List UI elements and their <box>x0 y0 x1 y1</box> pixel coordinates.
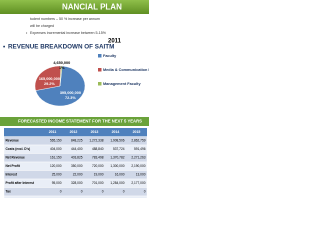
table-cell: 488,840 <box>92 147 104 151</box>
table-row <box>3 187 148 197</box>
table-cell: 1,370,782 <box>110 156 124 160</box>
row-label: Tax <box>6 190 11 194</box>
table-cell: 537,724 <box>113 147 125 151</box>
table-cell: 0 <box>144 190 146 194</box>
table: 2011 2012 2013 2014 2015 Revenue 565,150 848,22… <box>3 128 148 198</box>
column-header: 2013 <box>91 130 99 134</box>
table-cell: 2,177,000 <box>131 181 145 185</box>
table-cell: 1,272,338 <box>89 139 103 143</box>
table-cell: 25,000 <box>52 173 62 177</box>
data-label: 395,000,000 <box>60 91 81 95</box>
table-cell: 0 <box>81 190 83 194</box>
chart-title: 2011 <box>108 39 122 45</box>
legend-swatch <box>98 82 102 86</box>
table-cell: 16,000 <box>115 173 125 177</box>
slide-title: NANCIAL PLAN <box>62 3 122 12</box>
table-cell: 565,150 <box>50 139 62 143</box>
column-header: 2015 <box>133 130 141 134</box>
row-label: Revenue <box>6 139 20 143</box>
row-label: Costs (excl. D's) <box>6 147 31 151</box>
pie-slice <box>34 65 62 91</box>
table-cell: 0 <box>102 190 104 194</box>
table-title: FORECASTED INCOME STATEMENT FOR THE NEXT… <box>18 119 142 124</box>
legend-swatch <box>98 54 102 58</box>
legend-label: Faculty <box>103 54 117 58</box>
row-label: Profit after Interest <box>6 181 35 185</box>
bullet: Expenses incremental increase between 5-… <box>30 31 107 35</box>
bullet-dot: • <box>26 31 28 35</box>
legend: Faculty Media & Communication Faculty Mana… <box>98 54 149 86</box>
table-banner <box>0 117 149 126</box>
percent-label: 1% <box>59 66 65 70</box>
table-cell: 404,000 <box>50 147 62 151</box>
table-cell: 13,000 <box>136 173 146 177</box>
section-title: REVENUE BREAKDOWN OF SAITM <box>8 44 114 51</box>
table-cell: 1,300,000 <box>110 164 124 168</box>
table-cell: 591,496 <box>134 147 146 151</box>
legend-label: Media & Communication Faculty <box>103 68 149 72</box>
table-cell: 444,400 <box>71 147 83 151</box>
slide: NANCIAL PLAN tudent numbers – 50 % incre… <box>0 0 149 198</box>
data-label: 4,650,000 <box>53 61 70 65</box>
bullet: will be charged <box>30 24 54 28</box>
table-cell: 161,150 <box>50 156 62 160</box>
legend-label: Management Faculty <box>103 82 141 86</box>
table-cell: 701,000 <box>92 181 104 185</box>
table-cell: 350,000 <box>71 164 83 168</box>
table-cell: 403,825 <box>71 156 83 160</box>
table-cell: 720,000 <box>92 164 104 168</box>
data-label: 165,000,000 <box>39 77 60 81</box>
table-cell: 848,225 <box>71 139 83 143</box>
percent-label: 72.3% <box>65 96 76 100</box>
row-label: Net Profit <box>6 164 21 168</box>
percent-label: 29.2% <box>44 82 55 86</box>
table-cell: 2,862,759 <box>131 139 145 143</box>
pie-slice <box>59 65 63 87</box>
table-row <box>3 195 148 198</box>
table-cell: 95,000 <box>52 181 62 185</box>
row-label: Net Revenue <box>6 156 26 160</box>
table-cell: 120,000 <box>50 164 62 168</box>
table-cell: 783,498 <box>92 156 104 160</box>
table-cell: 0 <box>123 190 125 194</box>
table-cell: 1,284,000 <box>110 181 124 185</box>
table-cell: 22,000 <box>73 173 83 177</box>
column-header: 2011 <box>49 130 57 134</box>
row-label: Interest <box>6 173 18 177</box>
column-header: 2012 <box>70 130 78 134</box>
header-row <box>4 128 147 137</box>
legend-swatch <box>98 68 102 72</box>
table-cell: 2,271,263 <box>131 156 145 160</box>
table-cell: 328,000 <box>71 181 83 185</box>
table-cell: 2,190,000 <box>131 164 145 168</box>
column-header: 2014 <box>112 130 120 134</box>
table-cell: 0 <box>60 190 62 194</box>
title-banner <box>0 0 149 14</box>
pie-slice <box>35 65 86 107</box>
table-cell: 1,908,506 <box>110 139 124 143</box>
bullet-dot: • <box>3 44 5 51</box>
bullet: tudent numbers – 50 % increase per annum <box>30 17 100 21</box>
table-cell: 19,000 <box>94 173 104 177</box>
